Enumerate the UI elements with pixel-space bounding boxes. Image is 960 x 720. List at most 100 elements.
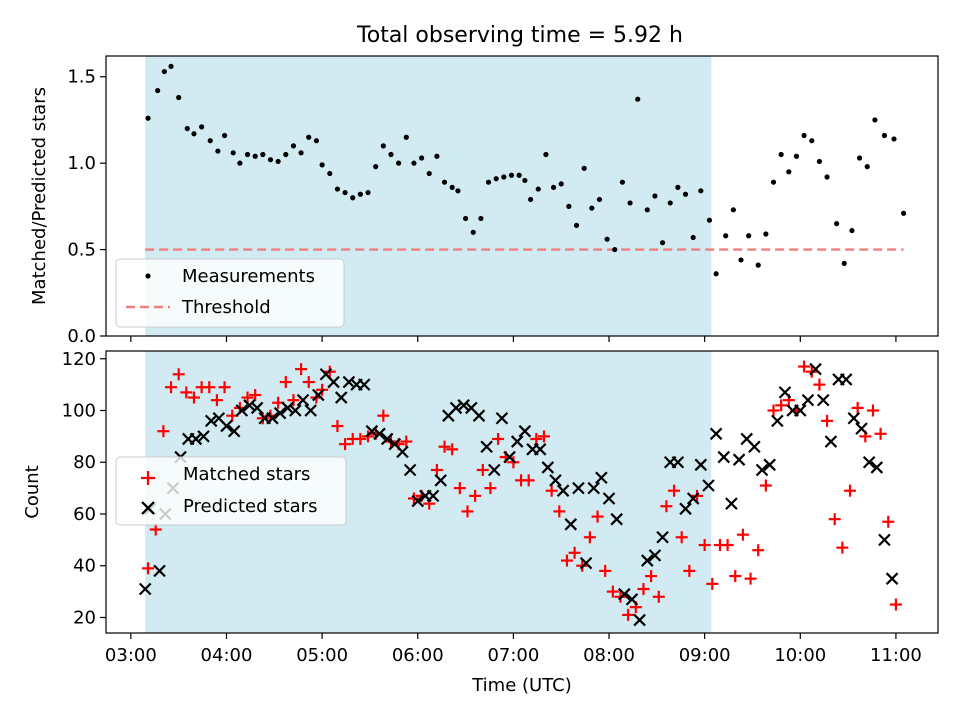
measurement-point	[864, 164, 870, 170]
bottom-legend-box	[115, 456, 347, 526]
predicted-star-point	[365, 424, 379, 438]
predicted-star-point	[824, 435, 838, 448]
predicted-star-point	[625, 593, 639, 606]
measurement-point	[449, 184, 455, 190]
predicted-star-point	[679, 502, 692, 516]
bottom-ylabel: Count	[22, 465, 43, 518]
measurement-point	[298, 150, 304, 156]
matched-star-point	[157, 425, 170, 438]
predicted-star-point	[434, 474, 447, 487]
predicted-star-point	[138, 582, 152, 596]
measurement-point	[872, 117, 878, 123]
predicted-star-point	[694, 458, 708, 472]
matched-star-point	[249, 388, 262, 401]
measurement-point	[713, 271, 719, 277]
matched-star-point	[583, 531, 596, 544]
measurement-point	[508, 172, 515, 178]
top-ytick-label: 0.0	[67, 326, 96, 347]
measurement-point	[215, 148, 221, 154]
measurement-point	[334, 186, 341, 192]
predicted-star-point	[204, 414, 218, 428]
measurement-point	[682, 191, 689, 197]
top-panel: 0.0 0.5 1.0 1.5 Matched/Predicted stars Mea…	[29, 55, 939, 347]
measurement-point	[558, 181, 564, 187]
predicted-star-point	[870, 461, 884, 474]
predicted-star-point	[457, 399, 470, 412]
matched-star-point	[622, 608, 635, 621]
predicted-star-point	[862, 455, 876, 469]
measurement-point	[856, 155, 863, 161]
top-ytick-label: 1.0	[67, 153, 96, 174]
measurement-point	[755, 262, 761, 268]
matched-star-point	[530, 432, 543, 445]
measurement-point	[373, 164, 379, 170]
predicted-star-point	[549, 474, 562, 487]
measurement-point	[698, 188, 704, 194]
measurement-point	[659, 240, 666, 246]
matched-star-point	[400, 435, 413, 448]
predicted-star-point	[304, 404, 317, 417]
matched-star-point	[218, 381, 231, 394]
measurement-point	[667, 200, 673, 206]
predicted-star-point	[816, 393, 830, 407]
measurement-point	[275, 158, 281, 165]
legend-label-measurements: Measurements	[182, 266, 315, 287]
measurement-point	[801, 132, 807, 139]
top-ytick-label: 0.5	[67, 240, 96, 261]
measurement-point	[528, 196, 534, 203]
matched-star-point	[851, 401, 864, 414]
matched-star-point	[813, 378, 826, 391]
predicted-star-point	[197, 430, 210, 443]
predicted-star-point	[633, 613, 646, 627]
predicted-star-point	[411, 494, 425, 508]
matched-star-point	[828, 513, 841, 526]
predicted-star-point	[801, 393, 815, 407]
measurement-point	[388, 151, 394, 158]
measurement-point	[738, 257, 744, 263]
measurement-point	[589, 205, 595, 211]
predicted-star-point	[717, 450, 731, 464]
predicted-star-point	[556, 484, 570, 497]
matched-star-point	[377, 409, 390, 422]
predicted-star-point	[709, 427, 723, 441]
xtick-label: 09:00	[679, 645, 731, 666]
measurement-point	[809, 138, 815, 144]
measurement-point	[485, 179, 492, 185]
measurement-point	[260, 151, 266, 158]
measurement-point	[816, 158, 823, 165]
measurement-point	[849, 227, 855, 234]
measurement-point	[267, 157, 274, 163]
matched-star-point	[767, 404, 780, 417]
matched-star-point	[302, 376, 315, 389]
matched-star-point	[165, 381, 178, 394]
measurement-point	[834, 221, 840, 227]
predicted-star-point	[778, 386, 792, 399]
x-axis-label: Time (UTC)	[471, 675, 572, 696]
measurement-point	[155, 87, 161, 94]
top-legend-box	[115, 258, 345, 328]
xtick-label: 06:00	[392, 645, 444, 666]
predicted-star-point	[595, 471, 608, 485]
measurement-point	[319, 162, 325, 168]
measurement-point	[793, 153, 800, 159]
predicted-star-point	[885, 572, 899, 585]
measurement-point	[841, 260, 847, 267]
measurement-point	[462, 215, 469, 222]
measurement-point	[365, 189, 371, 196]
measurement-point	[441, 179, 448, 185]
predicted-star-point	[487, 463, 501, 477]
measurement-point	[516, 172, 522, 178]
xtick-label: 04:00	[201, 645, 253, 666]
top-ytick-label: 1.5	[67, 67, 96, 88]
predicted-star-point	[472, 409, 486, 422]
figure-title: Total observing time = 5.92 h	[356, 23, 683, 48]
predicted-star-point	[610, 512, 623, 526]
predicted-star-point	[327, 375, 340, 389]
measurement-point	[411, 160, 417, 166]
measurement-point	[418, 155, 425, 161]
legend-marker-matched	[141, 471, 155, 485]
matched-star-point	[279, 376, 292, 389]
predicted-star-point	[396, 445, 409, 459]
measurement-point	[199, 124, 205, 130]
matched-star-point	[241, 391, 254, 404]
